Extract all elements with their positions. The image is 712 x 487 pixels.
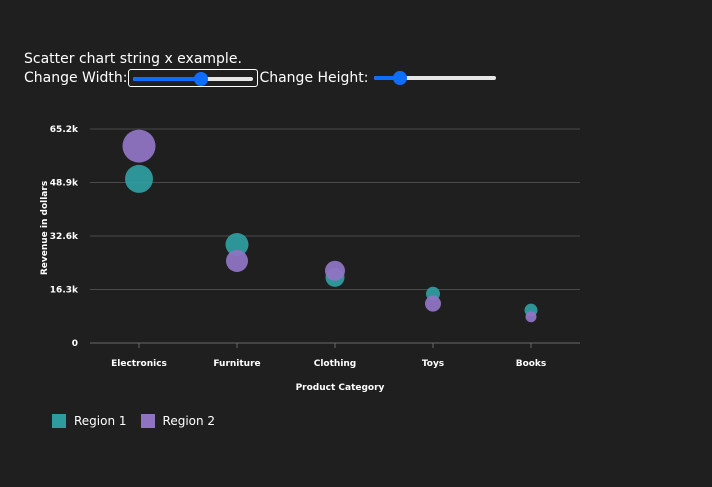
data-point-1[interactable] [125,164,153,193]
legend-label: Region 1 [74,414,127,428]
grid-lines [90,128,580,344]
y-tick-label: 65.2k [50,125,79,135]
data-point-1[interactable] [225,233,249,257]
height-slider-track[interactable] [373,76,496,80]
legend-item-1[interactable]: Region 1 [52,414,127,428]
x-tick-label: Electronics [111,359,167,369]
width-label: Change Width: [24,70,128,86]
x-tick-label: Toys [422,359,444,369]
legend-item-2[interactable]: Region 2 [140,414,216,428]
y-tick-label: 0 [72,339,78,349]
x-tick-label: Books [516,359,547,369]
data-point-2[interactable] [122,129,156,163]
data-points [122,129,538,323]
x-tick-label: Furniture [213,359,260,369]
width-slider[interactable] [128,69,259,87]
legend: Region 1 Region 2 [52,414,229,428]
height-slider[interactable] [370,69,500,87]
chart-title: Scatter chart string x example. [24,51,242,67]
width-slider-fill [133,77,201,81]
y-axis-label: Revenue in dollars [40,181,50,275]
x-axis-label: Product Category [296,383,385,393]
size-controls: Change Width: Change Height: [24,68,501,88]
y-axis-ticks: 0 16.3k 32.6k 48.9k 65.2k [50,125,79,349]
x-tick-label: Clothing [314,359,357,369]
width-slider-track[interactable] [133,77,254,81]
x-axis-ticks: Electronics Furniture Clothing Toys Books [111,343,546,369]
y-tick-label: 16.3k [50,286,79,296]
legend-swatch [52,414,66,428]
data-point-2[interactable] [226,249,248,272]
width-slider-thumb[interactable] [193,72,208,86]
height-slider-thumb[interactable] [393,71,408,85]
legend-swatch [140,414,155,428]
height-slider-fill [373,76,401,80]
y-tick-label: 32.6k [50,232,79,242]
legend-label: Region 2 [162,414,216,428]
height-label: Change Height: [259,70,369,86]
data-point-2[interactable] [325,260,345,281]
data-point-2[interactable] [525,311,537,323]
y-tick-label: 48.9k [50,179,79,189]
data-point-2[interactable] [425,295,441,312]
